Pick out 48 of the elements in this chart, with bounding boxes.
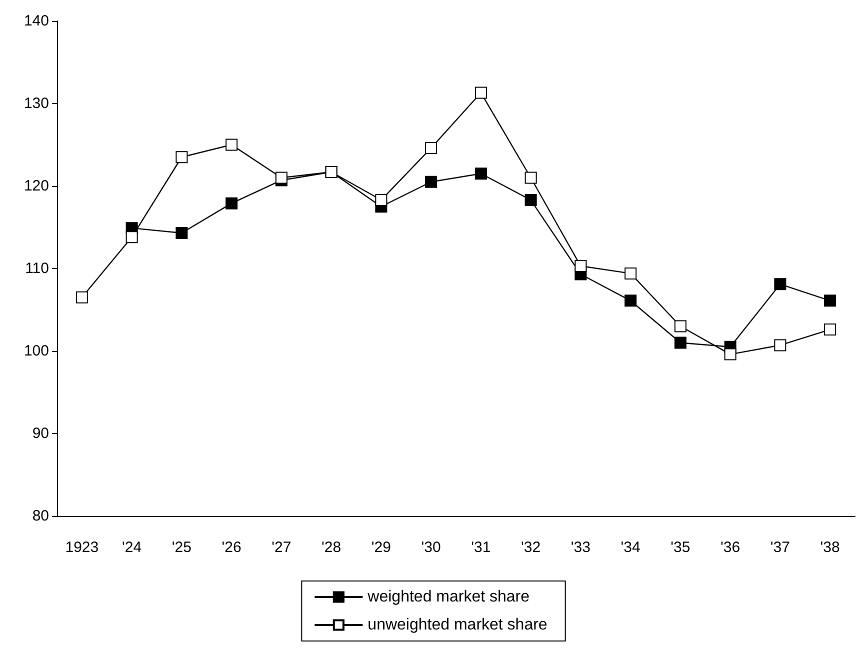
y-tick-label: 140	[24, 12, 49, 30]
legend-label: weighted market share	[366, 588, 530, 606]
point	[275, 172, 288, 184]
point	[126, 231, 138, 244]
point	[774, 278, 786, 290]
point	[425, 142, 438, 154]
x-tick-label: '27	[272, 539, 292, 556]
x-tick-label: '25	[172, 539, 192, 556]
x-tick-label: '24	[122, 539, 142, 556]
y-tick-label: 110	[25, 260, 49, 277]
point	[524, 194, 537, 206]
x-tick-label: '31	[471, 539, 491, 556]
x-tick-label: '29	[371, 539, 391, 556]
point	[724, 348, 736, 360]
point	[774, 339, 786, 352]
point	[226, 197, 238, 210]
x-tick-label: '30	[421, 539, 441, 556]
point	[674, 320, 686, 332]
point	[624, 294, 637, 307]
x-tick-label: '32	[521, 539, 541, 556]
x-tick-label: '28	[322, 539, 342, 556]
point	[375, 194, 388, 206]
x-tick-label: '33	[570, 539, 590, 556]
point	[176, 151, 188, 164]
y-tick-label: 100	[24, 342, 49, 360]
point	[76, 291, 88, 304]
y-tick-label: 90	[32, 425, 49, 442]
point	[176, 227, 188, 240]
x-tick-label: '37	[770, 539, 790, 556]
point	[624, 267, 637, 280]
x-tick-label: '34	[620, 539, 640, 556]
point	[674, 336, 686, 349]
point	[574, 260, 587, 272]
y-tick-label: 80	[32, 508, 49, 524]
point	[474, 86, 487, 99]
x-tick-label: '38	[820, 539, 840, 556]
x-tick-label: 1923	[65, 539, 99, 556]
legend-label: unweighted market share	[368, 616, 548, 634]
x-tick-label: '36	[720, 539, 740, 556]
y-tick-label: 130	[24, 95, 49, 112]
x-tick-label: '35	[670, 539, 690, 556]
point	[524, 172, 537, 184]
point	[824, 294, 836, 307]
point	[425, 176, 438, 188]
point	[474, 168, 487, 180]
y-tick-label: 120	[24, 178, 49, 194]
x-tick-label: '26	[222, 539, 242, 556]
point	[226, 138, 238, 151]
